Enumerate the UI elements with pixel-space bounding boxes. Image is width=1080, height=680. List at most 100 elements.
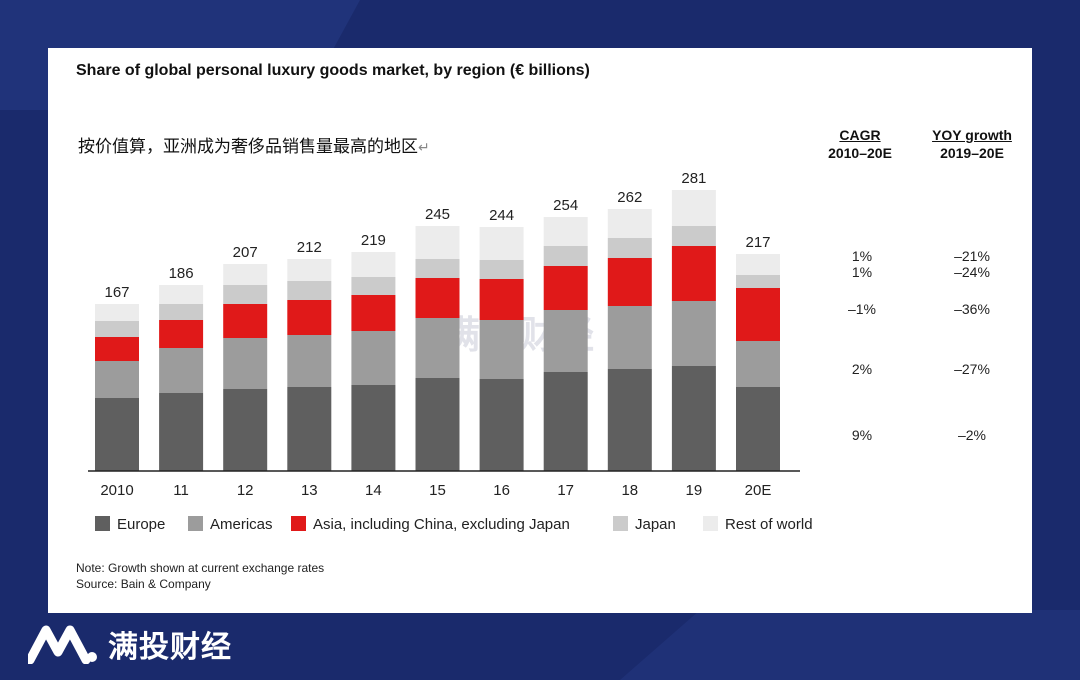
legend-label: Asia, including China, excluding Japan	[313, 516, 570, 533]
bar-segment-4	[351, 277, 396, 295]
bar-segment-5	[415, 226, 460, 259]
bar-segment-4	[607, 238, 652, 258]
bar-segment-1	[159, 393, 204, 471]
yoy-value: –2%	[958, 427, 986, 443]
bar-segment-1	[351, 385, 396, 471]
legend-label: Japan	[635, 516, 676, 533]
bar-segment-4	[223, 285, 268, 304]
bar-segment-1	[415, 378, 460, 471]
bar-segment-3	[415, 278, 460, 318]
bar-segment-3	[671, 246, 716, 301]
total-label: 244	[489, 207, 514, 224]
x-tick-label: 18	[621, 482, 638, 499]
bar-segment-1	[607, 369, 652, 471]
bar-segment-2	[736, 341, 780, 387]
x-tick-label: 19	[686, 482, 703, 499]
bar-segment-2	[479, 320, 524, 379]
total-label: 219	[361, 232, 386, 249]
x-tick-label: 15	[429, 482, 446, 499]
legend-swatch	[613, 516, 628, 531]
total-label: 281	[681, 170, 706, 187]
legend-label: Rest of world	[725, 516, 813, 533]
bar-segment-1	[479, 379, 524, 471]
bar-segment-3	[479, 279, 524, 320]
yoy-value: –21%	[954, 248, 990, 264]
bar-segment-5	[351, 252, 396, 277]
bar-segment-4	[415, 259, 460, 278]
total-label: 262	[617, 189, 642, 206]
cagr-value: 1%	[852, 248, 872, 264]
cagr-value: 1%	[852, 264, 872, 280]
cagr-header: CAGR 2010–20E	[820, 126, 900, 162]
x-tick-label: 20E	[745, 482, 772, 499]
bar-segment-4	[479, 260, 524, 279]
total-label: 254	[553, 197, 578, 214]
bar-segment-3	[159, 320, 204, 348]
x-tick-label: 17	[557, 482, 574, 499]
bar-segment-4	[287, 281, 332, 300]
x-tick-label: 11	[173, 482, 189, 499]
bar-segment-5	[671, 190, 716, 226]
bar-segment-2	[159, 348, 204, 393]
bar-segment-2	[671, 301, 716, 366]
yoy-value: –24%	[954, 264, 990, 280]
bar-segment-4	[543, 246, 588, 266]
cagr-value: 2%	[852, 361, 872, 377]
brand-mark-icon	[28, 625, 97, 664]
total-label: 245	[425, 206, 450, 223]
bar-segment-1	[95, 398, 139, 471]
bar-segment-3	[287, 300, 332, 335]
bar-segment-5	[543, 217, 588, 246]
bar-segment-3	[95, 337, 139, 361]
bar-segment-5	[479, 227, 524, 260]
stacked-bar-chart: 满投财经167201018611207122121321914245152441…	[88, 170, 990, 533]
note-text: Note: Growth shown at current exchange r…	[76, 561, 325, 575]
legend-swatch	[703, 516, 718, 531]
bar-segment-4	[736, 275, 780, 288]
bar-segment-3	[736, 288, 780, 341]
bar-segment-3	[223, 304, 268, 338]
x-tick-label: 14	[365, 482, 382, 499]
bar-segment-3	[543, 266, 588, 310]
total-label: 186	[169, 265, 194, 282]
bar-segment-4	[95, 321, 139, 337]
bar-segment-3	[351, 295, 396, 331]
bar-segment-4	[159, 304, 204, 320]
legend-swatch	[188, 516, 203, 531]
bar-segment-5	[287, 259, 332, 281]
bar-segment-2	[95, 361, 139, 398]
cagr-header-line2: 2010–20E	[828, 145, 892, 161]
bar-segment-5	[607, 209, 652, 238]
bar-segment-5	[736, 254, 780, 275]
bar-segment-2	[415, 318, 460, 378]
bar-segment-1	[543, 372, 588, 471]
total-label: 212	[297, 239, 322, 256]
bar-segment-1	[671, 366, 716, 471]
yoy-header-line1: YOY growth	[932, 127, 1012, 143]
bar-segment-3	[607, 258, 652, 306]
bar-segment-2	[223, 338, 268, 389]
total-label: 167	[104, 284, 129, 301]
chart-title: Share of global personal luxury goods ma…	[76, 62, 590, 79]
total-label: 217	[745, 234, 770, 251]
x-tick-label: 13	[301, 482, 318, 499]
bar-segment-2	[351, 331, 396, 385]
total-label: 207	[233, 244, 258, 261]
bar-segment-5	[95, 304, 139, 321]
bar-segment-4	[671, 226, 716, 246]
yoy-header-line2: 2019–20E	[940, 145, 1004, 161]
bar-segment-1	[287, 387, 332, 471]
legend-swatch	[95, 516, 110, 531]
bar-segment-2	[607, 306, 652, 369]
bar-segment-5	[159, 285, 204, 304]
cagr-value: –1%	[848, 301, 876, 317]
bar-segment-2	[287, 335, 332, 387]
x-tick-label: 16	[493, 482, 510, 499]
cagr-header-line1: CAGR	[839, 127, 881, 143]
brand-name: 满投财经	[108, 630, 232, 665]
source-text: Source: Bain & Company	[76, 577, 211, 591]
yoy-value: –36%	[954, 301, 990, 317]
bar-segment-1	[223, 389, 268, 471]
bar-segment-5	[223, 264, 268, 285]
legend-swatch	[291, 516, 306, 531]
